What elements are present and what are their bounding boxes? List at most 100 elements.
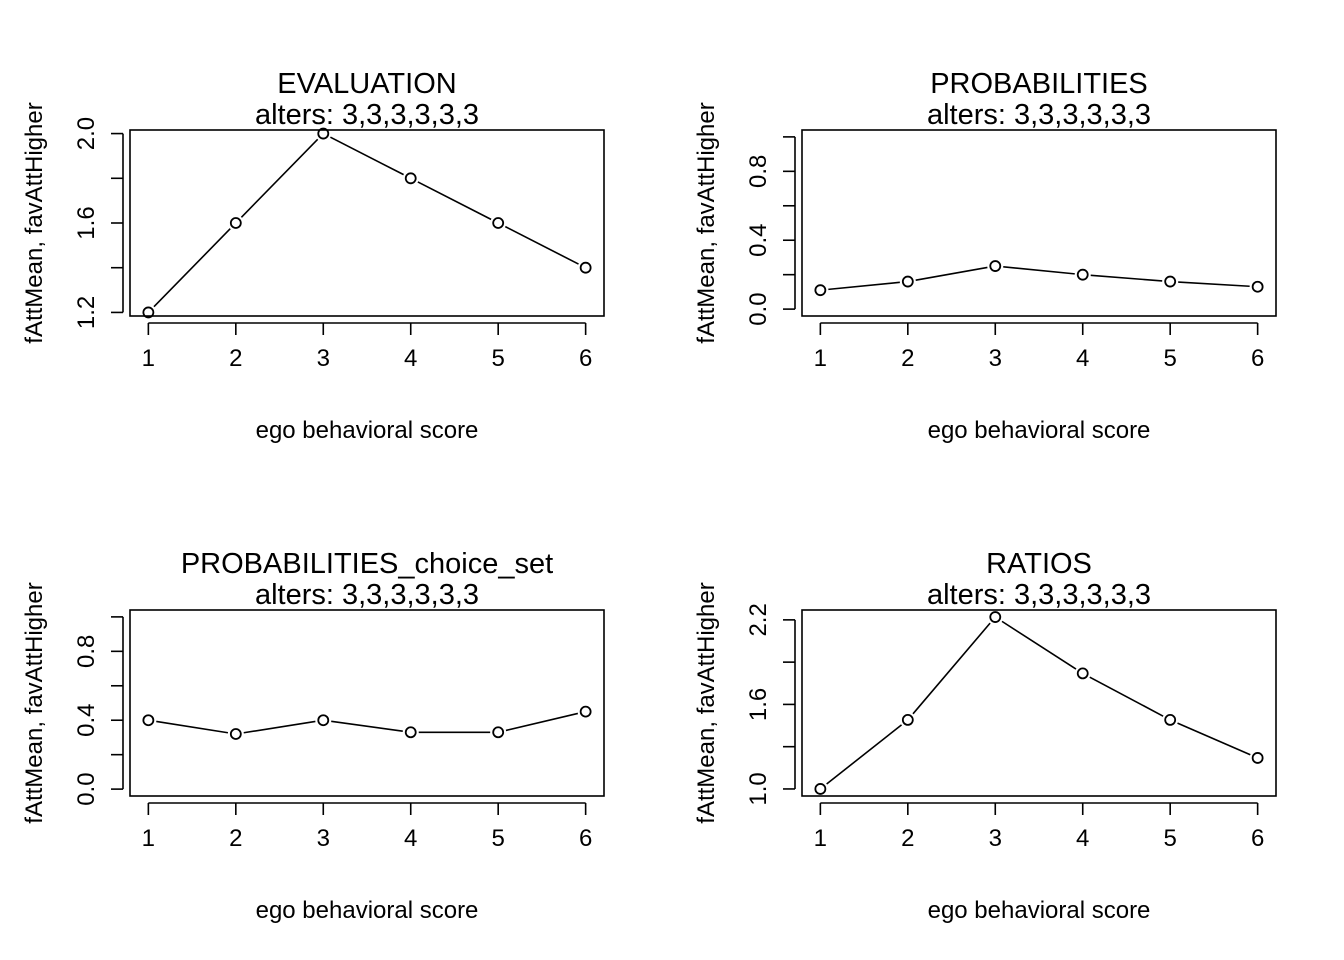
series-segment	[1178, 281, 1250, 288]
x-tick-label: 3	[989, 345, 1002, 372]
data-point	[1251, 280, 1264, 293]
panel-title: EVALUATION	[277, 68, 456, 100]
x-tick-label: 5	[1164, 825, 1177, 852]
series-segment	[1089, 676, 1164, 717]
series-segment	[912, 622, 991, 715]
x-tick-label: 4	[404, 825, 417, 852]
series-segment	[1090, 274, 1163, 282]
y-tick-label: 0.4	[73, 704, 100, 737]
x-tick-label: 5	[492, 345, 505, 372]
x-tick-label: 5	[1164, 345, 1177, 372]
panel-probabilities: PROBABILITIES alters: 3,3,3,3,3,3 ego be…	[693, 68, 1277, 444]
data-point	[901, 714, 914, 726]
series-segment	[156, 720, 229, 734]
data-point	[229, 728, 242, 740]
y-tick-label: 1.6	[73, 206, 100, 239]
series-segment	[828, 281, 900, 291]
panel-subtitle: alters: 3,3,3,3,3,3	[255, 579, 479, 611]
series-segment	[1177, 722, 1251, 756]
x-tick-label: 3	[989, 825, 1002, 852]
data-point	[142, 714, 155, 727]
series-segment	[504, 225, 579, 265]
data-point	[404, 172, 417, 185]
x-tick-label: 4	[1076, 825, 1089, 852]
y-axis-label: fAttMean, favAttHigher	[693, 102, 720, 343]
data-point	[492, 217, 505, 229]
x-tick-label: 2	[229, 825, 242, 852]
panel-evaluation: EVALUATION alters: 3,3,3,3,3,3 ego behav…	[21, 68, 605, 444]
series-segment	[1003, 266, 1075, 275]
x-tick-label: 6	[579, 825, 592, 852]
series-segment	[915, 266, 988, 281]
series-segment	[240, 138, 319, 218]
data-point	[317, 127, 330, 140]
series-segment	[330, 136, 404, 176]
plot-box	[129, 129, 605, 317]
x-tick-label: 6	[1251, 345, 1264, 372]
series-segment	[826, 724, 903, 785]
x-tick-label: 1	[142, 345, 155, 372]
x-tick-label: 4	[1076, 345, 1089, 372]
x-tick-label: 2	[901, 825, 914, 852]
data-point	[1076, 268, 1089, 281]
data-point	[1076, 667, 1089, 680]
data-point	[989, 611, 1002, 623]
x-tick-label: 1	[814, 825, 827, 852]
data-point	[142, 306, 155, 319]
x-tick-label: 3	[317, 825, 330, 852]
y-axis-label: fAttMean, favAttHigher	[21, 582, 48, 823]
series-segment	[153, 228, 231, 308]
y-tick-label: 0.4	[745, 224, 772, 257]
series-segment	[1001, 620, 1077, 670]
x-axis-label: ego behavioral score	[256, 417, 479, 444]
x-axis-label: ego behavioral score	[928, 417, 1151, 444]
data-point	[814, 284, 827, 297]
data-point	[229, 217, 242, 229]
data-point	[1164, 275, 1177, 288]
y-tick-label: 0.0	[745, 292, 772, 325]
x-axis-label: ego behavioral score	[928, 897, 1151, 924]
y-tick-label: 2.0	[73, 117, 100, 150]
y-tick-label: 1.2	[73, 296, 100, 329]
panel-ratios: RATIOS alters: 3,3,3,3,3,3 ego behaviora…	[693, 548, 1277, 924]
data-point	[492, 726, 505, 739]
y-tick-label: 1.6	[745, 688, 772, 721]
data-point	[1164, 714, 1177, 726]
panel-title: RATIOS	[986, 548, 1092, 580]
x-tick-label: 1	[814, 345, 827, 372]
data-point	[1251, 752, 1264, 764]
series-segment	[505, 712, 579, 732]
y-tick-label: 0.8	[73, 635, 100, 668]
panel-subtitle: alters: 3,3,3,3,3,3	[927, 99, 1151, 131]
x-tick-label: 6	[579, 345, 592, 372]
x-axis-label: ego behavioral score	[256, 897, 479, 924]
y-axis-label: fAttMean, favAttHigher	[693, 582, 720, 823]
series-segment	[331, 720, 403, 732]
data-point	[579, 261, 592, 274]
x-tick-label: 5	[492, 825, 505, 852]
x-tick-label: 4	[404, 345, 417, 372]
panel-subtitle: alters: 3,3,3,3,3,3	[255, 99, 479, 131]
plot-box	[129, 609, 605, 797]
y-axis-label: fAttMean, favAttHigher	[21, 102, 48, 343]
x-tick-label: 3	[317, 345, 330, 372]
data-point	[901, 275, 914, 288]
data-point	[814, 783, 827, 795]
panel-probabilities-choice-set: PROBABILITIES_choice_set alters: 3,3,3,3…	[21, 548, 605, 924]
data-point	[404, 726, 417, 739]
plot-box	[801, 609, 1277, 797]
series-segment	[417, 181, 492, 221]
panel-subtitle: alters: 3,3,3,3,3,3	[927, 579, 1151, 611]
panel-title: PROBABILITIES_choice_set	[181, 548, 553, 580]
y-tick-label: 1.0	[745, 772, 772, 805]
x-tick-label: 6	[1251, 825, 1264, 852]
data-point	[989, 260, 1002, 272]
x-tick-label: 2	[901, 345, 914, 372]
data-point	[317, 714, 330, 727]
y-tick-label: 2.2	[745, 603, 772, 636]
panel-title: PROBABILITIES	[930, 68, 1148, 100]
y-tick-label: 0.8	[745, 155, 772, 188]
x-tick-label: 1	[142, 825, 155, 852]
